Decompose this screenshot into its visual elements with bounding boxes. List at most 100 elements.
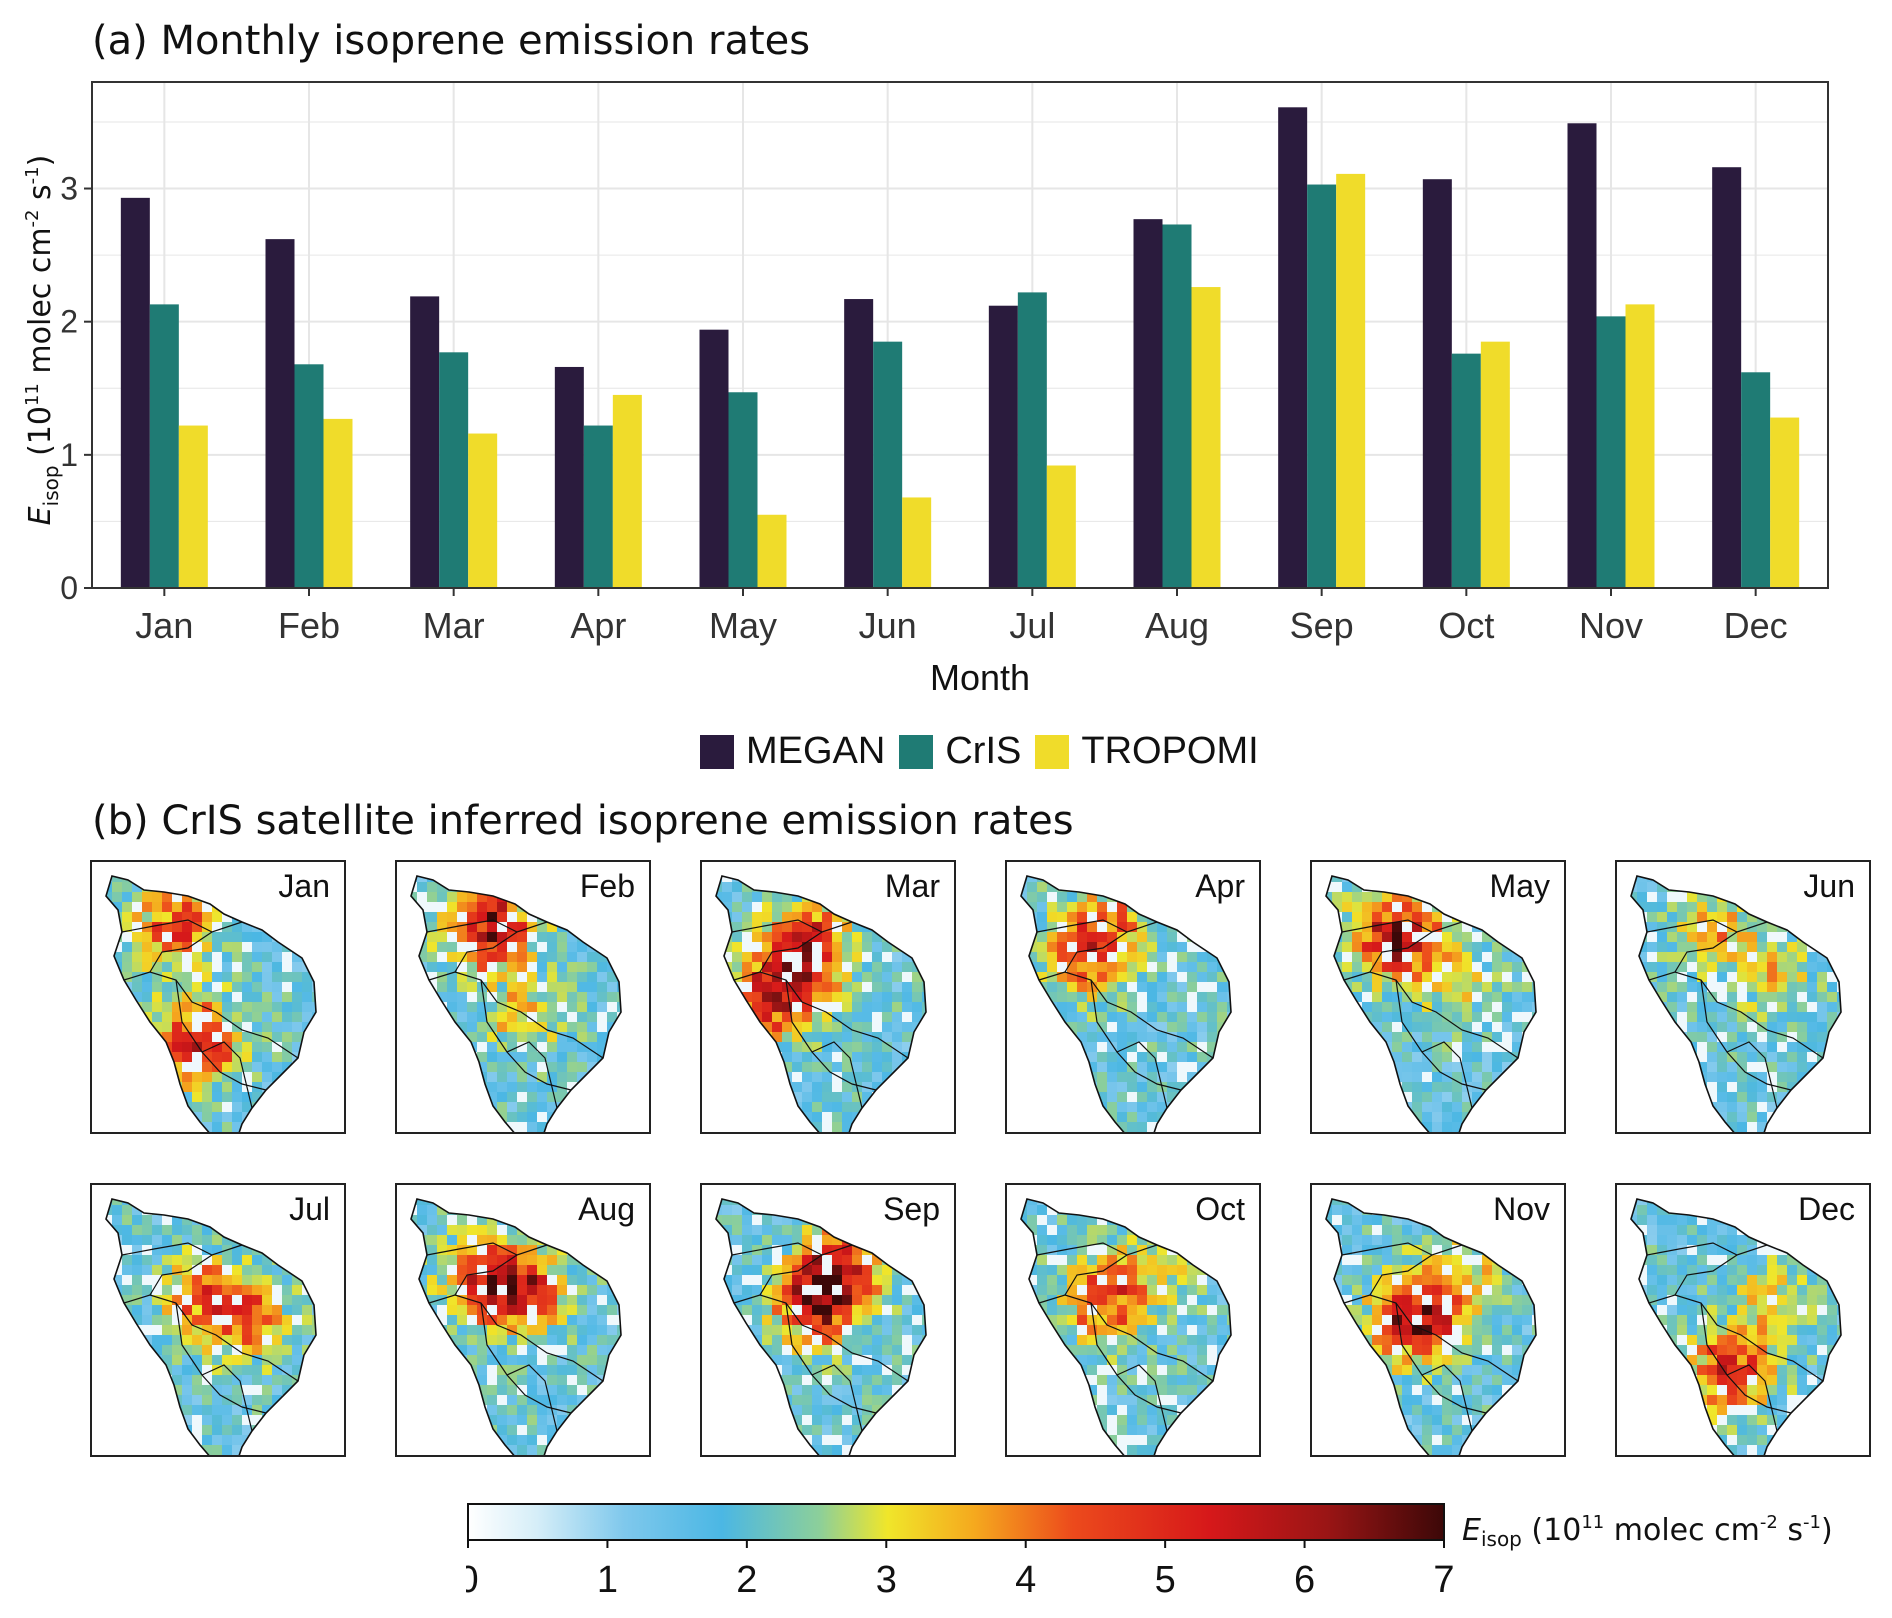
map-cell	[411, 1365, 417, 1375]
map-cell	[112, 1042, 122, 1052]
map-cell	[1392, 902, 1402, 912]
map-cell	[1227, 1112, 1231, 1122]
map-cell	[882, 912, 892, 922]
map-cell	[1097, 1112, 1107, 1122]
legend-item-tropomi: TROPOMI	[1035, 730, 1259, 773]
map-cell	[627, 1245, 637, 1255]
map-cell	[722, 902, 732, 912]
map-cell	[122, 1122, 132, 1132]
map-cell	[557, 1072, 567, 1082]
map-cell	[627, 1305, 637, 1315]
map-cell	[411, 1415, 417, 1425]
map-cell	[1207, 1092, 1217, 1102]
map-cell	[132, 1032, 142, 1042]
map-cell	[1462, 1022, 1472, 1032]
map-cell	[1412, 1032, 1422, 1042]
country-border	[1648, 971, 1824, 1059]
map-cell	[142, 1225, 152, 1235]
map-cell	[322, 1395, 332, 1405]
map-cell	[607, 1315, 617, 1325]
map-cell	[597, 1102, 607, 1112]
map-cell	[627, 1375, 637, 1385]
map-cell	[457, 1062, 467, 1072]
map-cell	[411, 1345, 417, 1355]
map-cell	[1482, 932, 1492, 942]
map-cell	[302, 1255, 312, 1265]
map-cell	[872, 1082, 882, 1092]
map-cell	[1077, 912, 1087, 922]
map-cell	[272, 1012, 282, 1022]
map-cell	[1442, 1102, 1452, 1112]
map-cell	[222, 1199, 232, 1205]
map-cell	[1737, 952, 1747, 962]
map-cell	[922, 1022, 926, 1032]
map-cell	[742, 972, 752, 982]
map-cell	[1631, 1012, 1637, 1022]
map-cell	[1442, 1012, 1452, 1022]
map-cell	[272, 1415, 282, 1425]
map-cell	[182, 942, 192, 952]
map-cell	[112, 1395, 122, 1405]
map-cell	[1027, 1002, 1037, 1012]
map-cell	[222, 1092, 232, 1102]
map-cell	[242, 1102, 252, 1112]
map-cell	[192, 882, 202, 892]
map-cell	[106, 1235, 112, 1245]
map-cell	[1352, 1072, 1362, 1082]
map-cell	[507, 1335, 517, 1345]
map-cell	[427, 1415, 437, 1425]
map-cell	[762, 1062, 772, 1072]
map-cell	[1667, 1062, 1677, 1072]
map-cell	[1362, 1112, 1372, 1122]
map-cell	[427, 1425, 437, 1435]
map-cell	[1767, 932, 1777, 942]
map-cell	[497, 1395, 507, 1405]
map-cell	[567, 912, 577, 922]
map-cell	[1492, 922, 1502, 932]
map-cell	[1402, 932, 1412, 942]
map-cell	[1097, 1082, 1107, 1092]
map-cell	[1372, 1022, 1382, 1032]
map-cell	[1207, 1042, 1217, 1052]
map-cell	[1747, 1032, 1757, 1042]
map-cell	[1021, 892, 1027, 902]
map-cell	[587, 1042, 597, 1052]
map-cell	[411, 1275, 417, 1285]
map-cell	[1462, 932, 1472, 942]
map-cell	[437, 962, 447, 972]
map-cell	[812, 1122, 822, 1132]
map-cell	[312, 922, 316, 932]
map-cell	[1402, 1052, 1412, 1062]
map-cell	[232, 932, 242, 942]
map-cell	[617, 932, 621, 942]
map-cell	[1237, 1042, 1247, 1052]
map-cell	[112, 1365, 122, 1375]
map-cell	[1432, 1102, 1442, 1112]
map-cell	[852, 992, 862, 1002]
map-cell	[772, 1072, 782, 1082]
map-cell	[1827, 1112, 1837, 1122]
map-cell	[762, 1032, 772, 1042]
map-cell	[457, 1265, 467, 1275]
map-cell	[762, 972, 772, 982]
map-cell	[1207, 1102, 1217, 1112]
map-cell	[527, 1082, 537, 1092]
map-cell	[1326, 972, 1332, 982]
map-cell	[172, 1365, 182, 1375]
map-cell	[1631, 1102, 1637, 1112]
map-cell	[497, 962, 507, 972]
map-cell	[1067, 922, 1077, 932]
map-cell	[537, 952, 547, 962]
map-label-feb: Feb	[579, 868, 635, 904]
map-cell	[1107, 1042, 1117, 1052]
x-tick-label-aug: Aug	[1145, 605, 1209, 646]
map-cell	[1237, 1012, 1247, 1022]
map-cell	[1422, 1002, 1432, 1012]
map-cell	[1472, 952, 1482, 962]
map-cell	[1197, 932, 1207, 942]
map-cell	[142, 982, 152, 992]
map-cell	[202, 1205, 212, 1215]
map-cell	[1117, 1102, 1127, 1112]
map-cell	[1647, 972, 1657, 982]
map-cell	[1342, 1102, 1352, 1112]
